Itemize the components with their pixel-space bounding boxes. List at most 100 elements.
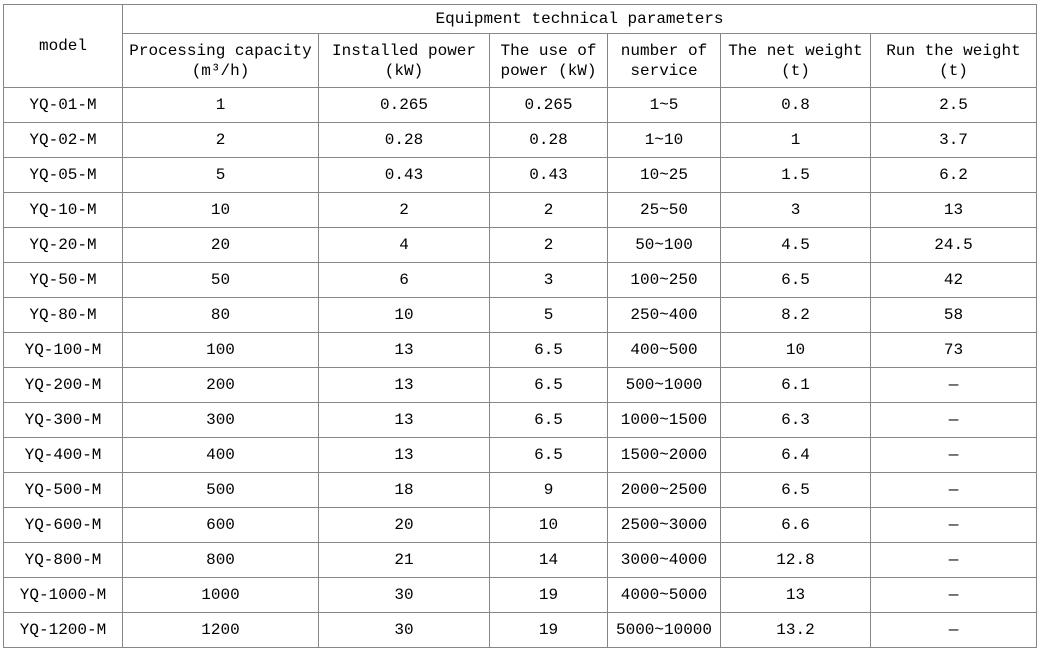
column-header-line2: power (kW) — [500, 61, 597, 80]
value-cell: — — [869, 402, 1038, 438]
model-cell: YQ-05-M — [3, 157, 123, 193]
value-cell: 2.5 — [869, 87, 1038, 123]
table-row: YQ-80-M 80 10 5 250~400 8.2 58 — [3, 297, 1038, 333]
model-cell: YQ-80-M — [3, 297, 123, 333]
value-cell: 0.265 — [489, 87, 608, 123]
model-cell: YQ-600-M — [3, 507, 123, 543]
value-cell: — — [869, 612, 1038, 648]
model-cell: YQ-100-M — [3, 332, 123, 368]
column-header-line1: number of — [620, 41, 708, 60]
value-cell: 600 — [122, 507, 319, 543]
value-cell: 0.8 — [720, 87, 871, 123]
value-cell: 21 — [318, 542, 490, 578]
value-cell: 19 — [489, 612, 608, 648]
value-cell: 400~500 — [607, 332, 721, 368]
value-cell: 58 — [869, 297, 1038, 333]
value-cell: 24.5 — [869, 227, 1038, 263]
table-row: YQ-1000-M 1000 30 19 4000~5000 13— — [3, 577, 1038, 613]
model-cell: YQ-01-M — [3, 87, 123, 123]
model-cell: YQ-200-M — [3, 367, 123, 403]
value-cell: 5 — [489, 297, 608, 333]
value-cell: 6.3 — [720, 402, 871, 438]
value-cell: 1200 — [122, 612, 319, 648]
value-cell: 1~5 — [607, 87, 721, 123]
value-cell: — — [869, 367, 1038, 403]
column-header-line1: Installed power — [331, 41, 477, 60]
value-cell: 1 — [122, 87, 319, 123]
value-cell: — — [869, 472, 1038, 508]
value-cell: — — [869, 507, 1038, 543]
value-cell: 1~10 — [607, 122, 721, 158]
table-row: YQ-1200-M 1200 30 19 5000~10000 13.2— — [3, 612, 1038, 648]
value-cell: 2 — [489, 227, 608, 263]
value-cell: 4.5 — [720, 227, 871, 263]
column-header-line1: Processing capacity — [129, 41, 312, 60]
value-cell: — — [869, 577, 1038, 613]
value-cell: 19 — [489, 577, 608, 613]
value-cell: 500 — [122, 472, 319, 508]
table-title: Equipment technical parameters — [121, 4, 1038, 34]
column-header-line1: The use of — [500, 41, 597, 60]
table-row: YQ-400-M 400 13 6.5 1500~2000 6.4— — [3, 437, 1038, 473]
model-column-header: model — [3, 4, 123, 88]
value-cell: 6.5 — [489, 367, 608, 403]
value-cell: 25~50 — [607, 192, 721, 228]
column-header-line1: Run the weight — [886, 41, 1021, 60]
value-cell: 6.5 — [489, 332, 608, 368]
value-cell: 0.43 — [489, 157, 608, 193]
table-row: YQ-800-M 800 21 14 3000~4000 12.8— — [3, 542, 1038, 578]
value-cell: 3 — [489, 262, 608, 298]
value-cell: 0.28 — [489, 122, 608, 158]
value-cell: 18 — [318, 472, 490, 508]
column-header-line2: (kW) — [384, 61, 424, 80]
value-cell: 3000~4000 — [607, 542, 721, 578]
value-cell: 800 — [122, 542, 319, 578]
value-cell: 73 — [869, 332, 1038, 368]
column-header-line2: service — [630, 61, 698, 80]
value-cell: 300 — [122, 402, 319, 438]
table-row: YQ-05-M 5 0.43 0.43 10~25 1.5 6.2 — [3, 157, 1038, 193]
value-cell: 42 — [869, 262, 1038, 298]
model-cell: YQ-1000-M — [3, 577, 123, 613]
equipment-parameters-table: model Equipment technical parameters Pro… — [3, 4, 1038, 648]
column-header-processing-capacity: Processing capacity (m³/h) — [122, 33, 319, 88]
value-cell: 1000 — [122, 577, 319, 613]
table-row: YQ-02-M 2 0.28 0.28 1~10 1 3.7 — [3, 122, 1038, 158]
value-cell: 100~250 — [607, 262, 721, 298]
table-title-row: model Equipment technical parameters — [3, 4, 1038, 88]
value-cell: 50~100 — [607, 227, 721, 263]
value-cell: — — [869, 437, 1038, 473]
table-subheader-row: Processing capacity (m³/h) Installed pow… — [4, 33, 1038, 88]
value-cell: 10 — [489, 507, 608, 543]
value-cell: 10 — [122, 192, 319, 228]
value-cell: 250~400 — [607, 297, 721, 333]
value-cell: 3.7 — [869, 122, 1038, 158]
value-cell: 13 — [318, 437, 490, 473]
model-cell: YQ-1200-M — [3, 612, 123, 648]
value-cell: 6.5 — [720, 472, 871, 508]
value-cell: 500~1000 — [607, 367, 721, 403]
value-cell: 80 — [122, 297, 319, 333]
value-cell: 10 — [318, 297, 490, 333]
value-cell: 5000~10000 — [607, 612, 721, 648]
value-cell: 6 — [318, 262, 490, 298]
value-cell: 14 — [489, 542, 608, 578]
value-cell: 6.5 — [489, 437, 608, 473]
model-cell: YQ-50-M — [3, 262, 123, 298]
value-cell: 10~25 — [607, 157, 721, 193]
table-row: YQ-100-M 100 13 6.5 400~500 10 73 — [3, 332, 1038, 368]
value-cell: 400 — [122, 437, 319, 473]
value-cell: 13 — [318, 402, 490, 438]
value-cell: 2 — [489, 192, 608, 228]
value-cell: 8.2 — [720, 297, 871, 333]
column-header-number-of-service: number of service — [607, 33, 721, 88]
table-row: YQ-600-M 600 20 10 2500~3000 6.6— — [3, 507, 1038, 543]
value-cell: 2000~2500 — [607, 472, 721, 508]
table-row: YQ-50-M 50 6 3 100~250 6.5 42 — [3, 262, 1038, 298]
value-cell: 4000~5000 — [607, 577, 721, 613]
table-row: YQ-300-M 300 13 6.5 1000~1500 6.3— — [3, 402, 1038, 438]
value-cell: 6.2 — [869, 157, 1038, 193]
model-cell: YQ-400-M — [3, 437, 123, 473]
value-cell: 2 — [318, 192, 490, 228]
